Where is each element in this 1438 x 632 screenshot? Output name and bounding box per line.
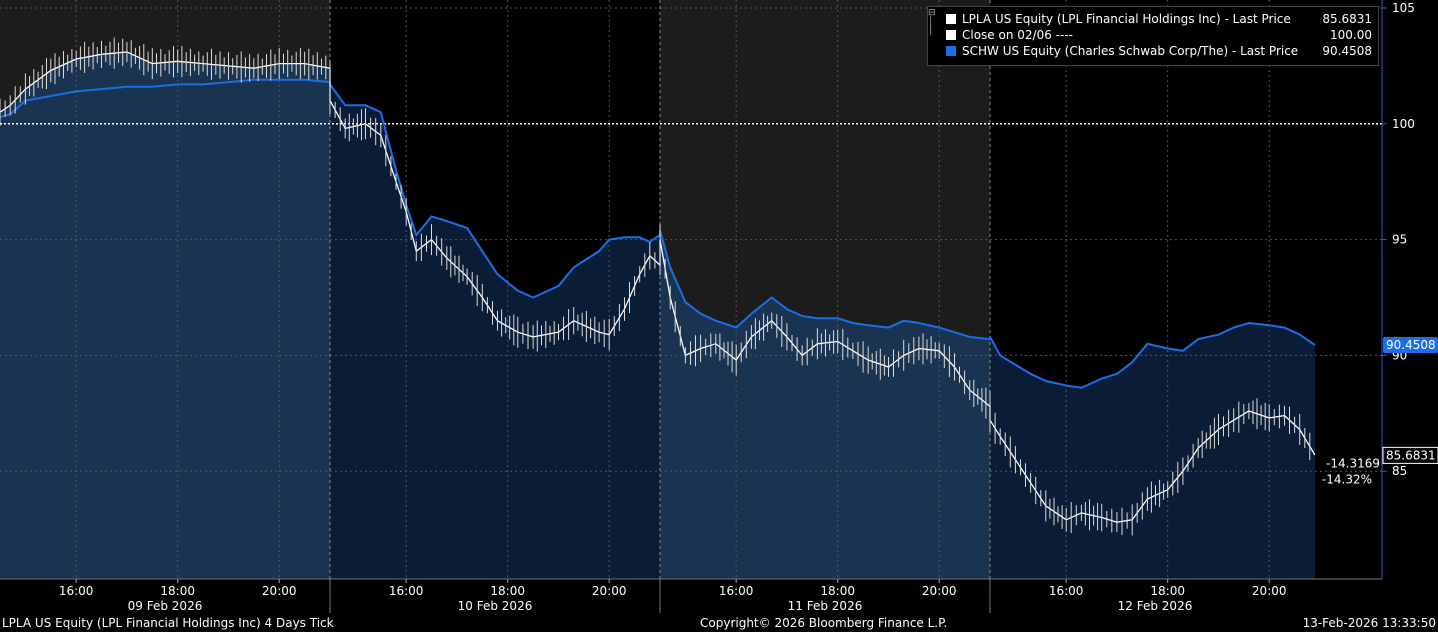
legend-row-close: Close on 02/06 ---- 100.00: [934, 27, 1372, 43]
area-fill-2: [660, 230, 990, 579]
x-tick-label: 16:00: [719, 584, 754, 598]
x-tick-label: 20:00: [592, 584, 627, 598]
y-tick-label-85: 85: [1392, 464, 1407, 478]
chart-legend: ⊟ │ │ LPLA US Equity (LPL Financial Holdin…: [927, 6, 1379, 66]
legend-row-lpla: LPLA US Equity (LPL Financial Holdings I…: [934, 11, 1372, 27]
x-tick-label: 18:00: [820, 584, 855, 598]
change-pct: -14.32%: [1322, 472, 1372, 486]
area-fill-0: [0, 52, 330, 579]
x-day-label: 10 Feb 2026: [458, 599, 533, 613]
footer-copyright: Copyright© 2026 Bloomberg Finance L.P.: [700, 616, 948, 630]
schw-last-value: 90.4508: [1386, 338, 1436, 352]
x-tick-label: 20:00: [262, 584, 297, 598]
change-abs: -14.3169: [1326, 456, 1380, 470]
legend-collapse-icon[interactable]: ⊟ │ │: [928, 8, 936, 36]
y-tick-label-105: 105: [1392, 1, 1415, 15]
schw-last-badge: [1383, 336, 1438, 353]
legend-value-schw: 90.4508: [1322, 44, 1372, 58]
footer-timestamp: 13-Feb-2026 13:33:50: [1302, 616, 1436, 630]
legend-swatch-close: [946, 30, 956, 40]
legend-value-close: 100.00: [1330, 28, 1372, 42]
legend-row-schw: SCHW US Equity (Charles Schwab Corp/The)…: [934, 43, 1372, 59]
y-tick-label-100: 100: [1392, 117, 1415, 131]
x-tick-label: 18:00: [490, 584, 525, 598]
x-tick-label: 20:00: [922, 584, 957, 598]
x-tick-label: 16:00: [1049, 584, 1084, 598]
y-tick-label-95: 95: [1392, 233, 1407, 247]
legend-label-schw: SCHW US Equity (Charles Schwab Corp/The)…: [962, 44, 1299, 58]
area-fill-1: [330, 68, 660, 579]
x-day-label: 12 Feb 2026: [1118, 599, 1193, 613]
x-tick-label: 20:00: [1252, 584, 1287, 598]
legend-label-close: Close on 02/06 ----: [962, 28, 1073, 42]
x-day-label: 09 Feb 2026: [128, 599, 203, 613]
schw-series-line: [0, 78, 1316, 389]
legend-swatch-schw: [946, 46, 956, 56]
x-day-label: 11 Feb 2026: [788, 599, 863, 613]
x-tick-label: 18:00: [1150, 584, 1185, 598]
lpla-last-badge: [1382, 446, 1438, 464]
legend-label-lpla: LPLA US Equity (LPL Financial Holdings I…: [962, 12, 1291, 26]
footer-security-label: LPLA US Equity (LPL Financial Holdings I…: [2, 616, 334, 630]
x-tick-label: 16:00: [59, 584, 94, 598]
legend-value-lpla: 85.6831: [1322, 12, 1372, 26]
lpla-last-value: 85.6831: [1386, 448, 1436, 462]
x-tick-label: 18:00: [160, 584, 195, 598]
x-tick-label: 16:00: [389, 584, 424, 598]
legend-swatch-lpla: [946, 14, 956, 24]
